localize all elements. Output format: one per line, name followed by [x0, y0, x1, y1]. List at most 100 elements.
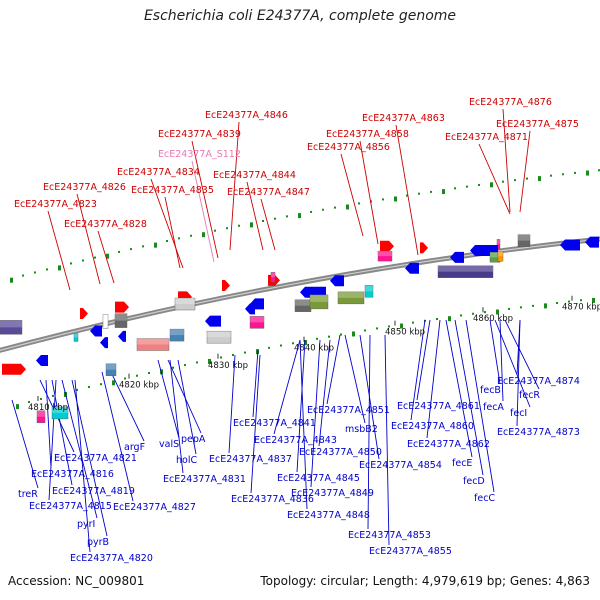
gene-block — [136, 338, 170, 351]
gene-block — [0, 320, 23, 335]
gc-dot — [574, 171, 576, 174]
gc-dot — [382, 198, 384, 201]
gene-label-bottom: EcE24377A_4861 — [397, 401, 480, 412]
gene-block-shine — [106, 363, 116, 370]
map-title: Escherichia coli E24377A, complete genom… — [143, 8, 457, 24]
gc-dot — [544, 303, 547, 309]
gene-label-top: EcE24377A_4844 — [213, 170, 296, 181]
gene-label-bottom: valS — [159, 439, 179, 450]
gene-block — [102, 314, 109, 329]
gc-dot — [568, 300, 570, 303]
gc-dot — [184, 364, 186, 367]
gc-dot — [388, 325, 390, 328]
gc-dot — [118, 250, 120, 253]
gene-label-bottom: EcE24377A_4850 — [299, 447, 382, 458]
gc-dot — [556, 301, 558, 304]
gene-label-top: EcE24377A_4858 — [326, 129, 409, 140]
leader-line — [318, 339, 331, 447]
gc-dot — [442, 189, 445, 195]
forward-gene — [380, 240, 394, 252]
gc-dot — [460, 314, 462, 317]
gene-block-shine — [498, 251, 503, 257]
trna-block — [249, 316, 265, 329]
leader-line — [76, 193, 101, 285]
gene-block — [337, 291, 365, 305]
leader-line — [150, 178, 184, 269]
reverse-gene — [36, 354, 48, 366]
gc-dot — [592, 297, 595, 303]
backbone-highlight — [0, 238, 600, 351]
gc-dot — [250, 222, 253, 228]
leader-line — [71, 379, 108, 537]
gc-dot — [418, 192, 420, 195]
gene-label-bottom: fecI — [510, 408, 527, 419]
forward-gene — [115, 301, 129, 313]
gc-dot — [376, 327, 378, 330]
gene-label-top: EcE24377A_4863 — [362, 113, 445, 124]
leader-line — [326, 334, 341, 405]
leader-line — [260, 198, 276, 251]
leader-line — [395, 124, 419, 256]
gene-block-shine — [310, 294, 328, 302]
gc-dot — [316, 337, 318, 340]
reverse-gene — [118, 330, 126, 342]
gene-label-top: EcE24377A_S112 — [158, 149, 241, 160]
gc-dot — [508, 307, 510, 310]
leader-line — [169, 359, 184, 474]
gc-dot — [502, 180, 504, 183]
leader-line — [74, 379, 91, 553]
leader-line — [109, 369, 145, 442]
gc-dot — [154, 242, 157, 248]
reverse-gene — [585, 236, 599, 248]
leader-line — [191, 140, 219, 259]
tick-label: 4850 kbp — [385, 328, 425, 338]
forward-gene — [2, 363, 26, 375]
reverse-gene — [205, 315, 221, 327]
gene-block — [437, 265, 494, 278]
label-leader-lines — [11, 108, 540, 553]
genome-backbone — [0, 236, 600, 353]
gc-dot — [580, 299, 582, 302]
gene-block — [497, 251, 504, 262]
gc-dot — [586, 170, 589, 176]
gene-label-bottom: EcE24377A_4848 — [287, 510, 370, 521]
gc-dot — [214, 229, 216, 232]
gene-block-shine — [378, 251, 392, 257]
gc-dot — [142, 245, 144, 248]
gene-label-bottom: fecC — [474, 493, 495, 504]
gc-dot — [364, 329, 366, 332]
leader-line — [489, 319, 501, 385]
gc-dot — [94, 256, 96, 259]
gene-label-bottom: EcE24377A_4873 — [497, 427, 580, 438]
gene-label-bottom: holC — [176, 455, 197, 466]
gene-label-bottom: fecR — [519, 390, 540, 401]
gene-label-bottom: EcE24377A_4845 — [277, 473, 360, 484]
gene-block-shine — [0, 320, 22, 328]
gene-label-top: EcE24377A_4828 — [64, 219, 147, 230]
gc-dot — [172, 366, 174, 369]
gc-dot — [22, 274, 24, 277]
gc-dot — [52, 394, 54, 397]
leader-line — [454, 319, 484, 476]
gene-labels: EcE24377A_4846 EcE24377A_4863EcE24377A_48… — [14, 97, 580, 564]
gene-label-bottom: msbB2 — [345, 424, 378, 435]
reverse-gene — [90, 325, 102, 337]
tick-label: 4870 kbp — [562, 303, 600, 313]
leader-line — [478, 143, 511, 215]
leader-line — [273, 339, 301, 435]
gc-dot — [490, 182, 493, 188]
leader-line — [359, 140, 379, 245]
gc-dot — [226, 227, 228, 230]
gc-dot — [448, 316, 451, 322]
gc-dot — [100, 383, 102, 386]
leader-line — [164, 196, 181, 269]
leader-line — [250, 354, 261, 494]
gc-dot — [28, 401, 30, 404]
gc-dot — [466, 185, 468, 188]
gc-dot — [34, 271, 36, 274]
gene-label-bottom: EcE24377A_4815 — [29, 501, 112, 512]
gc-dot — [532, 304, 534, 307]
gc-dot — [484, 311, 486, 314]
gene-block-shine — [37, 410, 45, 417]
